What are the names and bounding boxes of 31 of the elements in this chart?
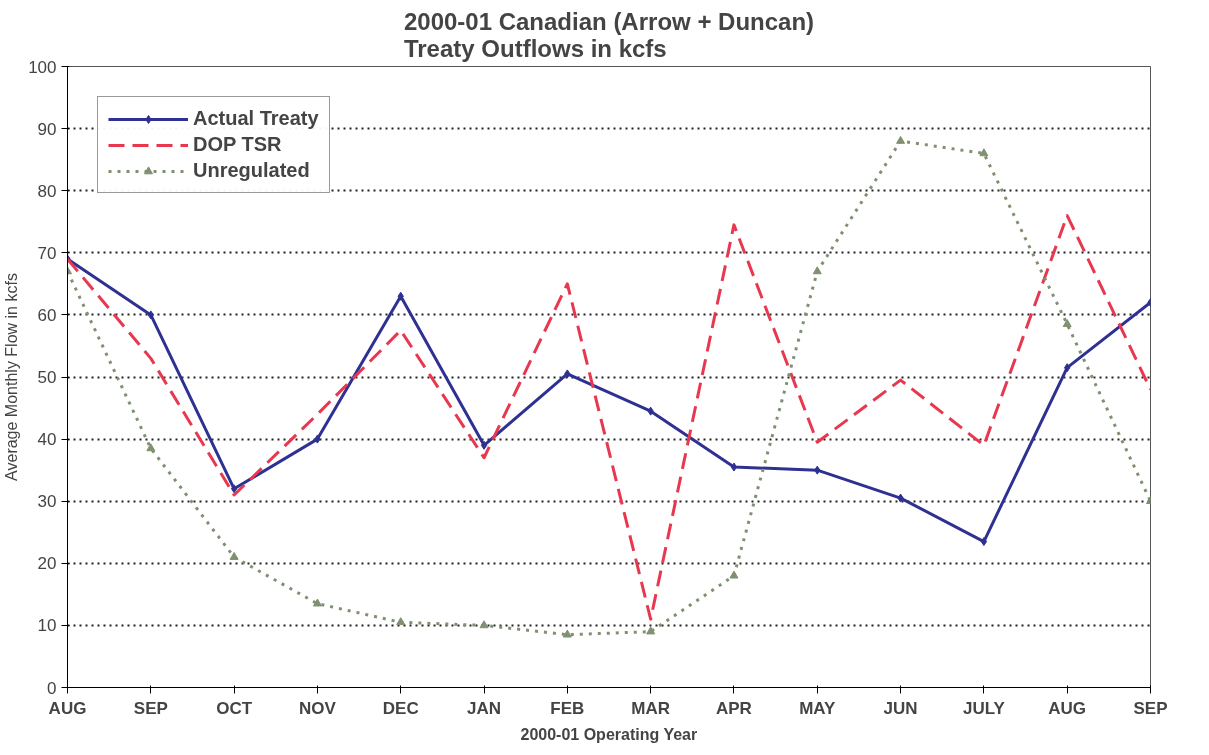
y-tick-label: 80 — [37, 181, 57, 201]
chart-title: 2000-01 Canadian (Arrow + Duncan) Treaty Outflows in kcfs — [403, 7, 815, 62]
legend-label: Unregulated — [193, 159, 310, 182]
y-tick-label: 70 — [37, 243, 57, 263]
legend-label: DOP TSR — [193, 133, 282, 156]
x-tick-label: MAY — [799, 698, 837, 718]
y-tick-label: 0 — [47, 678, 57, 698]
y-tick-label: 60 — [37, 305, 57, 325]
x-tick-label: JAN — [467, 698, 502, 718]
x-tick-label: JUN — [883, 698, 918, 718]
y-tick-label: 50 — [37, 368, 57, 387]
x-tick-label: NOV — [299, 698, 337, 718]
y-tick-label: 10 — [37, 616, 57, 636]
x-tick-label: MAR — [631, 698, 671, 718]
x-tick-label: AUG — [48, 698, 87, 718]
y-tick-label: 30 — [37, 492, 57, 512]
x-tick-label: SEP — [1133, 698, 1168, 718]
x-axis-title: 2000-01 Operating Year — [520, 725, 698, 743]
x-tick-label: SEP — [133, 698, 168, 718]
x-tick-label: FEB — [550, 698, 585, 718]
x-tick-label: DEC — [382, 698, 419, 718]
x-tick-label: APR — [716, 698, 752, 718]
x-tick-label: OCT — [216, 698, 253, 718]
y-tick-label: 100 — [28, 57, 57, 77]
y-tick-label: 40 — [37, 430, 57, 450]
x-tick-label: JULY — [962, 698, 1006, 718]
x-tick-label: AUG — [1048, 698, 1087, 718]
y-tick-label: 20 — [37, 554, 57, 574]
y-axis-title: Average Monthly Flow in kcfs — [3, 273, 21, 481]
y-tick-label: 90 — [37, 119, 57, 139]
legend-label: Actual Treaty — [193, 107, 319, 130]
